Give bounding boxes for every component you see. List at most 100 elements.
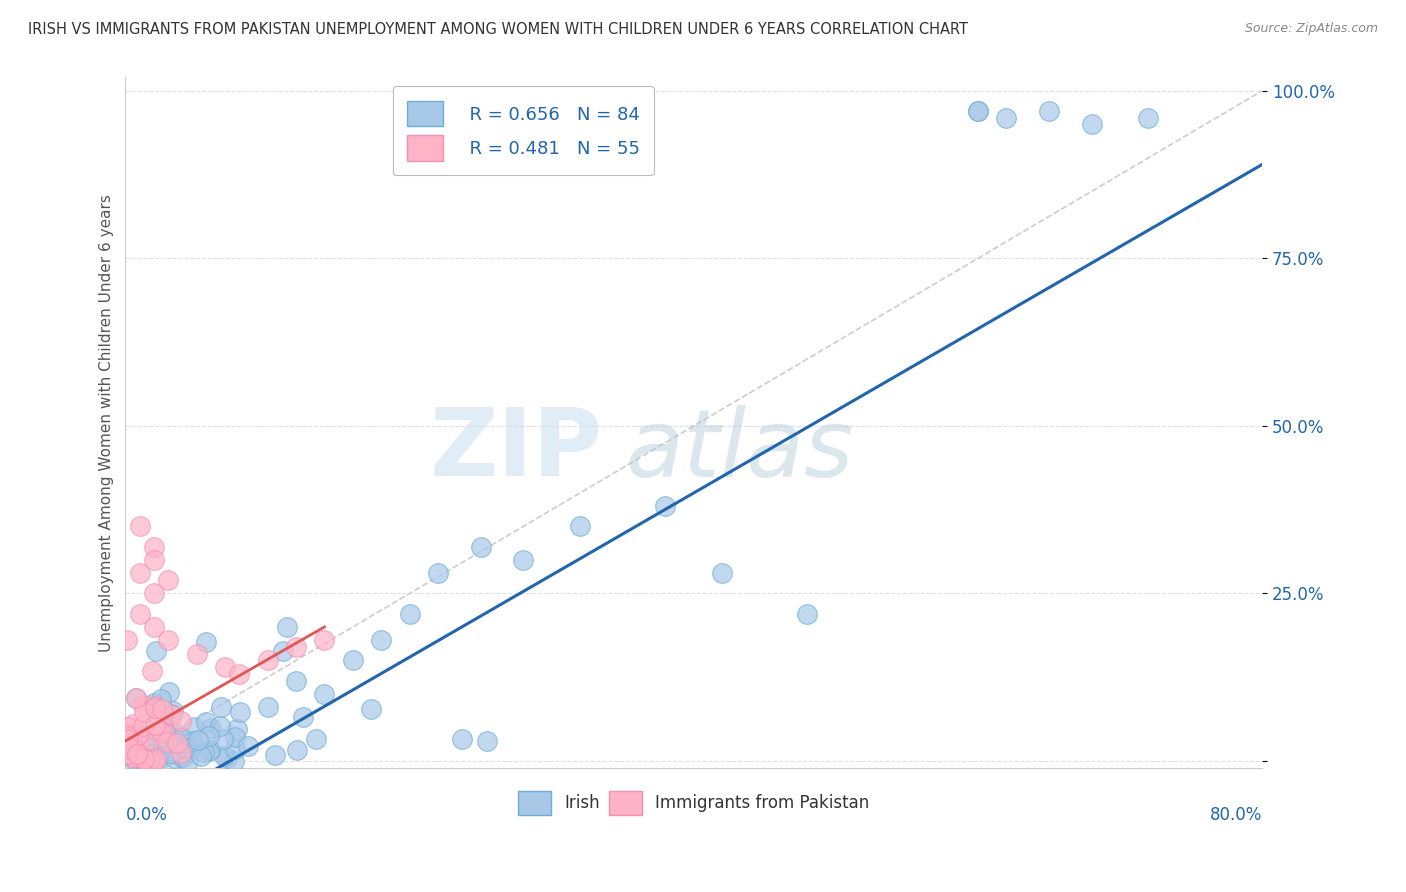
Point xyxy=(222,754,245,768)
Point xyxy=(193,745,215,759)
Text: 80.0%: 80.0% xyxy=(1209,805,1263,823)
Point xyxy=(117,741,139,756)
Point xyxy=(138,753,160,767)
Point xyxy=(166,736,188,750)
Point xyxy=(967,103,990,118)
Point xyxy=(475,734,498,748)
Point xyxy=(125,691,148,706)
Point xyxy=(117,726,139,740)
Point xyxy=(224,742,246,756)
Point xyxy=(427,566,450,581)
Text: 0.0%: 0.0% xyxy=(125,805,167,823)
Point xyxy=(198,730,221,744)
Point xyxy=(117,633,139,648)
Point xyxy=(139,732,162,747)
Point xyxy=(186,647,208,661)
Point xyxy=(122,750,145,764)
Point xyxy=(209,700,232,714)
Point xyxy=(150,744,173,758)
Point xyxy=(146,712,169,726)
Point xyxy=(228,705,250,719)
Point xyxy=(654,500,676,514)
Point xyxy=(451,732,474,747)
Text: IRISH VS IMMIGRANTS FROM PAKISTAN UNEMPLOYMENT AMONG WOMEN WITH CHILDREN UNDER 6: IRISH VS IMMIGRANTS FROM PAKISTAN UNEMPL… xyxy=(28,22,969,37)
Point xyxy=(170,749,193,764)
Point xyxy=(115,727,138,741)
Point xyxy=(128,607,150,621)
Point xyxy=(995,111,1018,125)
Point xyxy=(162,704,184,718)
Point xyxy=(146,725,169,739)
Point xyxy=(156,735,179,749)
Point xyxy=(142,540,165,554)
Point xyxy=(150,691,173,706)
Point xyxy=(256,653,278,667)
Point xyxy=(153,724,176,739)
Point xyxy=(132,698,155,712)
Point xyxy=(212,731,235,746)
Point xyxy=(125,742,148,756)
Point xyxy=(150,725,173,739)
Point xyxy=(157,684,180,698)
Point xyxy=(136,740,159,755)
Point xyxy=(179,740,201,755)
Point xyxy=(139,732,162,747)
Point xyxy=(117,732,139,747)
Point xyxy=(967,103,990,118)
Point xyxy=(194,715,217,730)
Text: Source: ZipAtlas.com: Source: ZipAtlas.com xyxy=(1244,22,1378,36)
Point xyxy=(117,720,139,734)
Point xyxy=(1137,111,1160,125)
Point xyxy=(217,751,239,765)
Point xyxy=(212,749,235,764)
Point xyxy=(177,754,200,768)
Point xyxy=(314,687,336,701)
Point xyxy=(179,744,201,758)
Point xyxy=(370,633,392,648)
Point xyxy=(152,749,174,764)
Point xyxy=(122,735,145,749)
Point xyxy=(156,722,179,736)
Point xyxy=(146,749,169,764)
Point xyxy=(170,731,193,745)
Text: ZIP: ZIP xyxy=(430,404,603,496)
Point xyxy=(122,749,145,764)
Point xyxy=(117,747,139,762)
Point xyxy=(163,724,186,739)
Point xyxy=(711,566,734,581)
Point xyxy=(143,701,166,715)
Point xyxy=(195,634,218,648)
Point xyxy=(187,732,209,747)
Point xyxy=(163,732,186,747)
Point xyxy=(285,743,308,757)
Point xyxy=(173,741,195,756)
Point xyxy=(162,751,184,765)
Legend: Irish, Immigrants from Pakistan: Irish, Immigrants from Pakistan xyxy=(512,785,876,822)
Point xyxy=(183,720,205,734)
Point xyxy=(132,738,155,752)
Point xyxy=(284,640,307,654)
Point xyxy=(127,747,149,761)
Point xyxy=(128,519,150,533)
Point xyxy=(162,730,184,744)
Point xyxy=(1038,103,1060,118)
Point xyxy=(342,653,364,667)
Point xyxy=(131,742,153,756)
Point xyxy=(143,696,166,710)
Point xyxy=(170,714,193,728)
Point xyxy=(292,710,315,724)
Point xyxy=(122,717,145,731)
Point xyxy=(1080,117,1102,131)
Point xyxy=(276,620,298,634)
Point xyxy=(148,723,170,737)
Point xyxy=(122,752,145,766)
Y-axis label: Unemployment Among Women with Children Under 6 years: Unemployment Among Women with Children U… xyxy=(100,194,114,651)
Point xyxy=(162,743,184,757)
Point xyxy=(176,740,198,755)
Point xyxy=(142,553,165,567)
Point xyxy=(224,730,246,744)
Point xyxy=(145,752,167,766)
Point xyxy=(225,723,247,737)
Point xyxy=(181,734,204,748)
Point xyxy=(160,708,183,723)
